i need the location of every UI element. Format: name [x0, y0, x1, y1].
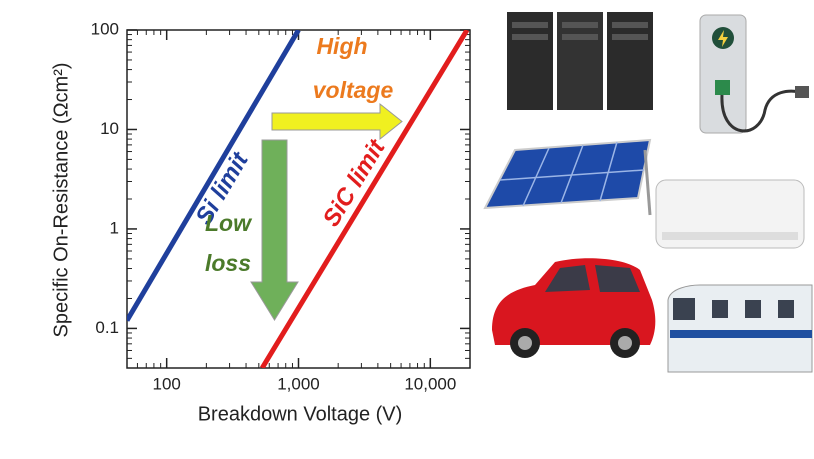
x-tick-label: 100	[152, 374, 180, 393]
annotation: loss	[205, 250, 251, 276]
charger-icon	[699, 14, 809, 134]
x-tick-label: 1,000	[277, 374, 320, 393]
y-tick-label: 0.1	[95, 318, 119, 337]
limit-line	[260, 30, 470, 368]
car-icon	[492, 258, 656, 358]
limit-line	[127, 30, 301, 322]
x-axis-label: Breakdown Voltage (V)	[198, 403, 403, 425]
y-tick-label: 100	[91, 19, 119, 38]
annotation: voltage	[313, 77, 394, 103]
low-loss-arrow	[250, 139, 299, 321]
train-icon	[667, 284, 813, 373]
y-tick-label: 10	[100, 119, 119, 138]
solar-panel-icon	[483, 138, 652, 216]
x-tick-label: 10,000	[404, 374, 456, 393]
plot-lines	[127, 30, 470, 368]
annotation: Low	[205, 210, 253, 236]
illustrations	[483, 12, 813, 373]
annotation: High	[316, 33, 367, 59]
plot-frame	[126, 29, 471, 369]
y-tick-label: 1	[110, 218, 119, 237]
air-conditioner-icon	[655, 179, 805, 249]
y-axis-label: Specific On-Resistance (Ωcm²)	[50, 62, 72, 337]
high-voltage-arrow	[271, 102, 403, 141]
servers-icon	[507, 12, 653, 110]
